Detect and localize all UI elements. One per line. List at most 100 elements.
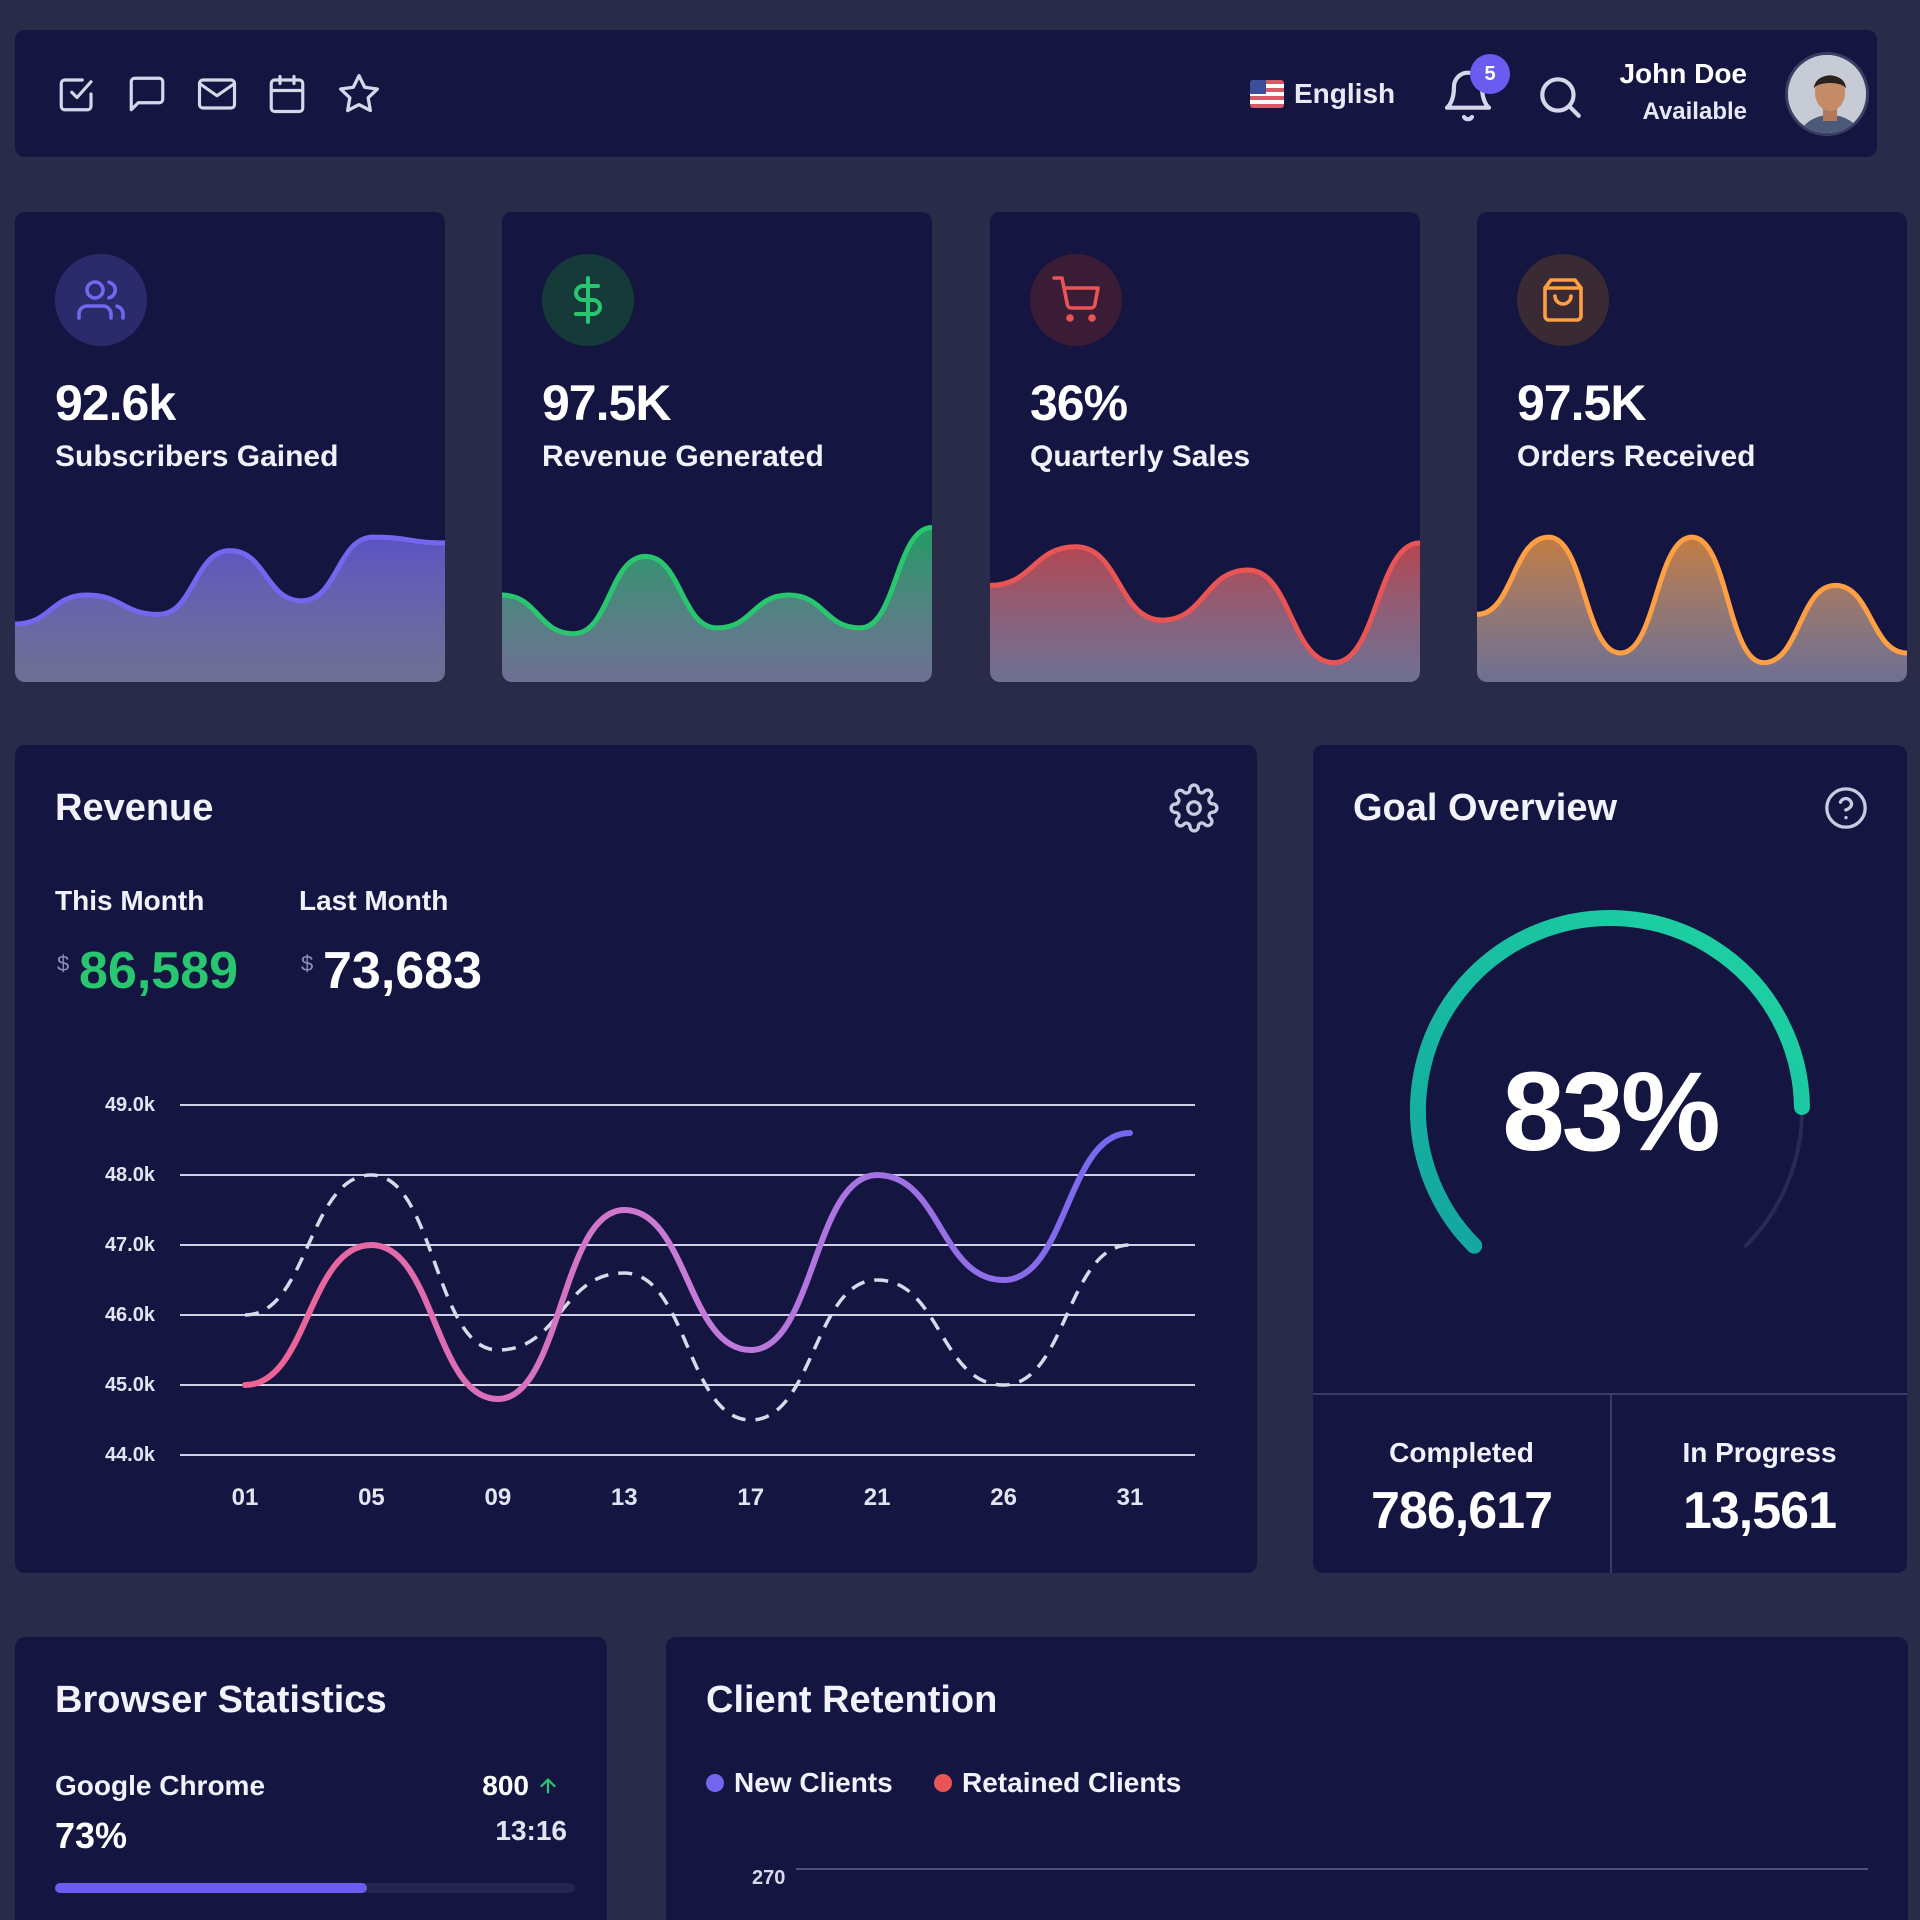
browser-progress-fill bbox=[55, 1883, 367, 1893]
stat-card-orders: 97.5K Orders Received bbox=[1477, 212, 1907, 682]
completed-value: 786,617 bbox=[1371, 1482, 1553, 1540]
browser-percent: 73% bbox=[55, 1815, 128, 1856]
this-month-label: This Month bbox=[55, 885, 205, 916]
browser-count-value: 800 bbox=[482, 1770, 529, 1801]
this-month-value: 86,589 bbox=[79, 942, 239, 1000]
series-line-this-month bbox=[242, 1130, 1133, 1403]
y-axis-tick: 48.0k bbox=[105, 1164, 156, 1186]
sparkline-area bbox=[15, 537, 445, 682]
stat-card-subscribers: 92.6k Subscribers Gained bbox=[15, 212, 445, 682]
sparkline-subscribers bbox=[15, 534, 445, 682]
legend-retained-clients[interactable]: Retained Clients bbox=[934, 1767, 1181, 1799]
stat-label: Subscribers Gained bbox=[55, 440, 339, 473]
arrow-up-icon bbox=[540, 1778, 556, 1794]
chat-icon[interactable] bbox=[125, 72, 169, 116]
gear-icon[interactable] bbox=[1169, 783, 1219, 833]
x-axis-tick: 09 bbox=[485, 1484, 512, 1511]
legend-new-clients[interactable]: New Clients bbox=[706, 1767, 893, 1799]
mail-icon[interactable] bbox=[195, 72, 239, 116]
x-axis-tick: 13 bbox=[611, 1484, 638, 1511]
star-icon[interactable] bbox=[337, 72, 381, 116]
cart-icon bbox=[1030, 254, 1122, 346]
sparkline-orders bbox=[1477, 534, 1907, 682]
checkbox-icon[interactable] bbox=[55, 72, 99, 116]
goal-overview-card: Goal Overview 83% Completed 786,617 In P… bbox=[1313, 745, 1907, 1573]
legend-label: Retained Clients bbox=[962, 1767, 1182, 1798]
browser-time: 13:16 bbox=[495, 1815, 567, 1846]
y-axis-tick: 44.0k bbox=[105, 1444, 156, 1466]
stat-value: 97.5K bbox=[542, 375, 671, 431]
legend-dot bbox=[934, 1774, 952, 1792]
us-flag-icon bbox=[1250, 80, 1284, 108]
notification-badge: 5 bbox=[1470, 54, 1510, 94]
stat-card-revenue: 97.5K Revenue Generated bbox=[502, 212, 932, 682]
dollar-icon bbox=[542, 254, 634, 346]
y-axis-tick: 270 bbox=[752, 1867, 786, 1889]
x-axis-tick: 21 bbox=[864, 1484, 891, 1511]
x-axis-tick: 01 bbox=[232, 1484, 259, 1511]
stat-label: Quarterly Sales bbox=[1030, 440, 1251, 473]
completed-label: Completed bbox=[1389, 1437, 1534, 1468]
goal-summary: Completed 786,617 In Progress 13,561 bbox=[1313, 1393, 1907, 1573]
client-retention-card: Client Retention New Clients Retained Cl… bbox=[666, 1637, 1908, 1920]
browser-count: 800 bbox=[482, 1770, 559, 1802]
card-title: Browser Statistics bbox=[55, 1679, 387, 1721]
users-icon bbox=[55, 254, 147, 346]
stat-card-quarterly-sales: 36% Quarterly Sales bbox=[990, 212, 1420, 682]
sparkline-area bbox=[502, 527, 932, 682]
language-selector[interactable]: English bbox=[1250, 74, 1395, 114]
sparkline-line bbox=[502, 524, 932, 637]
y-axis-tick: 46.0k bbox=[105, 1304, 156, 1326]
currency-symbol: $ bbox=[301, 951, 314, 976]
stat-value: 36% bbox=[1030, 375, 1128, 431]
stat-value: 97.5K bbox=[1517, 375, 1646, 431]
revenue-card: Revenue This Month Last Month $ 86,589 $… bbox=[15, 745, 1257, 1573]
calendar-icon[interactable] bbox=[265, 72, 309, 116]
avatar[interactable] bbox=[1785, 52, 1869, 136]
stat-label: Revenue Generated bbox=[542, 440, 824, 473]
legend-dot bbox=[706, 1774, 724, 1792]
in-progress-label: In Progress bbox=[1682, 1437, 1837, 1468]
top-navbar: English 5 John Doe Available bbox=[15, 30, 1877, 157]
bag-icon bbox=[1517, 254, 1609, 346]
gridline bbox=[796, 1868, 1868, 1870]
y-axis-tick: 47.0k bbox=[105, 1234, 156, 1256]
x-axis-tick: 31 bbox=[1117, 1484, 1144, 1511]
sparkline-line bbox=[15, 534, 445, 627]
sparkline-area bbox=[990, 542, 1420, 682]
last-month-label: Last Month bbox=[299, 885, 449, 916]
card-title: Client Retention bbox=[706, 1679, 998, 1721]
revenue-line-chart: 49.0k 48.0k 47.0k 46.0k 45.0k 44.0k 01 05 09 13 17… bbox=[105, 1094, 1195, 1511]
y-axis-tick: 49.0k bbox=[105, 1094, 156, 1116]
legend-label: New Clients bbox=[734, 1767, 893, 1798]
y-axis-tick: 45.0k bbox=[105, 1374, 156, 1396]
sparkline-quarterly-sales bbox=[990, 540, 1420, 682]
language-label: English bbox=[1294, 78, 1396, 109]
gauge-fill bbox=[1410, 910, 1810, 1254]
sparkline-area bbox=[1477, 537, 1907, 682]
help-icon[interactable] bbox=[1823, 785, 1869, 831]
in-progress-stat: In Progress 13,561 bbox=[1610, 1395, 1907, 1573]
card-title: Goal Overview bbox=[1353, 787, 1618, 829]
browser-name: Google Chrome bbox=[55, 1770, 266, 1801]
browser-progress-track bbox=[55, 1883, 575, 1893]
stat-value: 92.6k bbox=[55, 375, 176, 431]
goal-percent: 83% bbox=[1502, 1049, 1720, 1174]
sparkline-line bbox=[990, 540, 1420, 666]
stat-label: Orders Received bbox=[1517, 440, 1756, 473]
search-icon[interactable] bbox=[1535, 72, 1585, 122]
card-title: Revenue bbox=[55, 787, 214, 829]
goal-gauge bbox=[1410, 910, 1810, 1254]
x-axis-tick: 05 bbox=[358, 1484, 385, 1511]
sparkline-revenue bbox=[502, 524, 932, 682]
sparkline-line bbox=[1477, 534, 1907, 666]
user-status: Available bbox=[1642, 98, 1748, 125]
completed-stat: Completed 786,617 bbox=[1313, 1395, 1610, 1573]
x-axis-tick: 17 bbox=[737, 1484, 764, 1511]
browser-statistics-card: Browser Statistics Google Chrome 73% 800… bbox=[15, 1637, 607, 1920]
user-name[interactable]: John Doe bbox=[1619, 58, 1747, 89]
last-month-value: 73,683 bbox=[323, 942, 483, 1000]
series-line-last-month bbox=[244, 1173, 1131, 1422]
in-progress-value: 13,561 bbox=[1682, 1482, 1837, 1540]
currency-symbol: $ bbox=[57, 951, 70, 976]
